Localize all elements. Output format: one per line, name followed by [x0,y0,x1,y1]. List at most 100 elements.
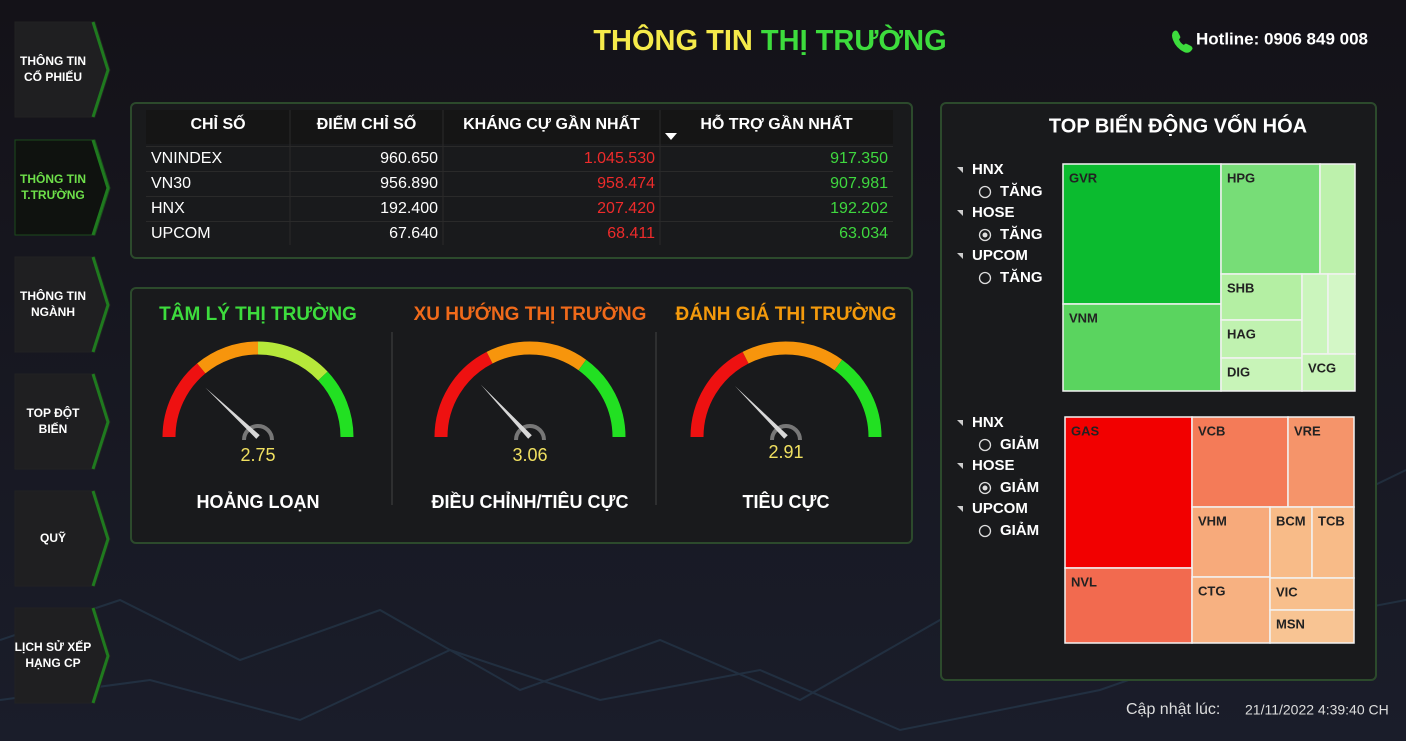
treemap-tile[interactable] [1269,609,1355,644]
gauge-arc [318,371,354,438]
treemap-tile[interactable] [1301,273,1329,355]
gauge-value: 3.06 [512,445,547,465]
gauge-needle [735,386,788,439]
table-cell: HNX [151,200,185,217]
nav-label[interactable]: NGÀNH [31,304,75,319]
table-cell: 192.400 [380,200,438,217]
filter-option[interactable]: GIẢM [1000,479,1039,496]
table-cell: 68.411 [607,225,655,242]
treemap-tile[interactable] [1319,163,1356,275]
treemap-tile[interactable] [1191,416,1289,508]
table-cell: 958.474 [597,175,655,192]
nav-edge [91,139,110,236]
nav-label[interactable]: THÔNG TIN [20,171,86,186]
gauge-panel [130,287,913,544]
gauge-arc [578,359,626,438]
radio[interactable] [978,185,992,199]
filter-exchange[interactable]: HOSE [972,457,1015,474]
nav-tile[interactable] [14,490,111,587]
filter-exchange[interactable]: UPCOM [972,500,1028,517]
table-cell: 960.650 [380,150,438,167]
tile-label: NVL [1071,574,1097,589]
table-cell: 956.890 [380,175,438,192]
nav-tile[interactable] [14,21,111,118]
column-header[interactable]: HỖ TRỢ GẦN NHẤT [700,114,853,133]
tile-label: HPG [1227,170,1255,185]
treemap-tile[interactable] [1064,567,1193,644]
tile-label: DIG [1227,364,1250,379]
column-header[interactable]: CHỈ SỐ [190,113,245,133]
nav-tile[interactable] [14,607,111,704]
gauge-hub [242,424,274,441]
nav-tile[interactable] [14,139,111,236]
nav-tile[interactable] [14,256,111,353]
tile-label: VHM [1198,513,1227,528]
nav-label[interactable]: TOP ĐỘT [27,405,81,420]
filter-exchange[interactable]: HNX [972,161,1004,178]
treemap-tile[interactable] [1062,303,1222,392]
nav-label[interactable]: THÔNG TIN [20,53,86,68]
gauge-needle [480,384,532,439]
filter-exchange[interactable]: UPCOM [972,247,1028,264]
gauge-hub [514,424,546,441]
nav-label[interactable]: LỊCH SỬ XẾP [15,639,92,654]
nav-label[interactable]: THÔNG TIN [20,288,86,303]
treemap-tile[interactable] [1269,506,1313,579]
filter-option[interactable]: TĂNG [1000,183,1043,200]
nav-tile[interactable] [14,373,111,470]
nav-edge [91,256,110,353]
radio[interactable] [978,481,992,495]
tile-label: VNM [1069,310,1098,325]
radio[interactable] [978,271,992,285]
tile-label: VCB [1198,423,1225,438]
table-cell: 917.350 [830,150,888,167]
nav-edge [91,607,110,704]
radio[interactable] [978,438,992,452]
filter-exchange[interactable]: HOSE [972,204,1015,221]
radio-dot [982,485,988,491]
filter-option[interactable]: TĂNG [1000,269,1043,286]
nav-label[interactable]: T.TRƯỜNG [21,187,85,202]
treemap-tile[interactable] [1327,273,1356,355]
expand-icon [957,463,963,469]
phone-icon [1172,30,1193,53]
gauge-value: 2.75 [240,445,275,465]
treemap-title: TOP BIẾN ĐỘNG VỐN HÓA [1049,113,1307,137]
gauge-label: TIÊU CỰC [743,491,830,512]
filter-option[interactable]: GIẢM [1000,522,1039,539]
treemap-tile[interactable] [1220,357,1303,392]
column-header[interactable]: ĐIỂM CHỈ SỐ [317,113,417,133]
nav-label[interactable]: HẠNG CP [25,656,80,670]
tile-label: VIC [1276,584,1298,599]
table-cell: VN30 [151,175,191,192]
treemap-tile[interactable] [1062,163,1222,305]
expand-icon [957,420,963,426]
filter-exchange[interactable]: HNX [972,414,1004,431]
treemap-tile[interactable] [1220,163,1321,275]
filter-option[interactable]: TĂNG [1000,226,1043,243]
radio[interactable] [978,524,992,538]
nav-label[interactable]: QUỸ [40,530,66,545]
treemap-tile[interactable] [1287,416,1355,508]
updated-label: Cập nhật lúc: [1126,701,1220,718]
column-header[interactable]: KHÁNG CỰ GẦN NHẤT [463,114,640,133]
table-header-bg [146,110,893,144]
filter-option[interactable]: GIẢM [1000,436,1039,453]
treemap-tile[interactable] [1191,506,1271,578]
treemap-tile[interactable] [1301,353,1356,392]
nav-label[interactable]: BIẾN [39,421,68,436]
radio[interactable] [978,228,992,242]
gauge-arc [690,351,749,438]
tile-label: TCB [1318,513,1345,528]
gauge-title: XU HƯỚNG THỊ TRƯỜNG [414,303,647,325]
nav-label[interactable]: CỔ PHIẾU [24,69,82,84]
gauge-value: 2.91 [768,442,803,462]
treemaps: HNX TĂNG HOSE TĂNG UPCOM TĂNG HNX GIẢM HOSE GIẢM U… [957,161,1356,644]
treemap-tile[interactable] [1269,577,1355,611]
treemap-tile[interactable] [1064,416,1193,569]
nav-edge [91,373,110,470]
gauge-arc [257,341,328,381]
tile-label: MSN [1276,616,1305,631]
